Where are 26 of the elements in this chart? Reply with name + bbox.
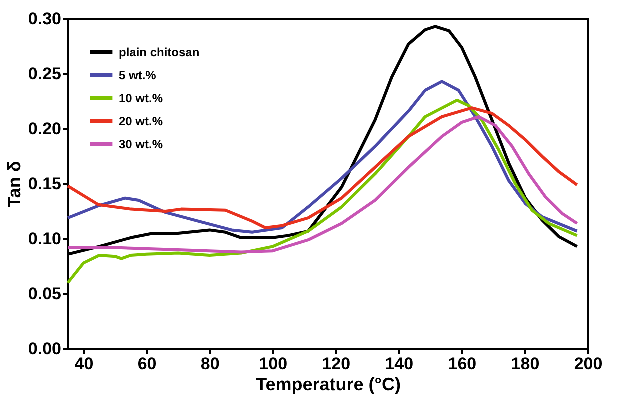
y-tick-label: 0.15 (28, 174, 62, 194)
x-tick-label: 60 (138, 354, 157, 374)
legend-label: 30 wt.% (119, 138, 164, 152)
y-tick-label: 0.20 (28, 120, 62, 138)
x-tick-label: 200 (574, 354, 603, 374)
x-tick-label: 160 (448, 354, 477, 374)
y-tick-label: 0.10 (28, 230, 62, 248)
legend-label: plain chitosan (119, 46, 200, 60)
line-series (66, 80, 579, 234)
x-tick-label: 140 (385, 354, 414, 374)
y-tick-label: 0.30 (28, 10, 62, 28)
x-tick-label: 180 (511, 354, 540, 374)
x-axis-title: Temperature (°C) (256, 374, 401, 394)
legend-label: 10 wt.% (119, 92, 164, 106)
y-tick-label: 0.05 (28, 284, 62, 304)
x-tick-label: 80 (200, 354, 220, 374)
legend-label: 5 wt.% (119, 68, 157, 82)
x-tick-label: 120 (322, 354, 351, 374)
y-axis-title: Tan δ (4, 161, 24, 208)
y-tick-label: 0.00 (28, 340, 62, 358)
x-tick-label: 40 (74, 354, 94, 374)
x-tick-label: 100 (259, 354, 288, 374)
line-series (66, 106, 579, 230)
line-series (66, 115, 579, 254)
legend-label: 20 wt.% (119, 114, 164, 128)
y-tick-label: 0.25 (28, 64, 62, 84)
